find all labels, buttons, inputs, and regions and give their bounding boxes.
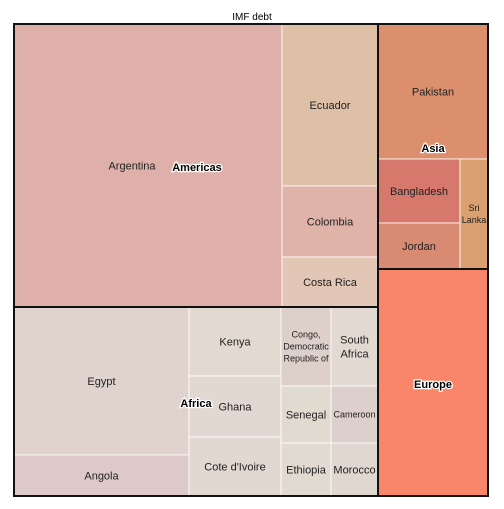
- group-labels-layer: Americas Asia Africa Europe: [171, 142, 453, 412]
- tile-egypt: [13, 306, 190, 456]
- tile-label-morocco: Morocco: [333, 464, 375, 476]
- group-label-europe: Europe: [414, 379, 452, 391]
- group-borders-layer: [13, 23, 489, 497]
- tile-cameroon: [330, 385, 379, 444]
- tile-argentina: [13, 23, 283, 308]
- tile-label-jordan: Jordan: [402, 241, 436, 253]
- tile-label-sri-lanka: Sri Lanka: [462, 203, 487, 225]
- tile-label-south-africa: South Africa: [340, 334, 369, 360]
- tile-label-egypt: Egypt: [87, 376, 115, 388]
- tile-label-cote-d-ivoire: Cote d'Ivoire: [204, 461, 265, 473]
- tile-label-bangladesh: Bangladesh: [390, 186, 448, 198]
- tile-cote-d-ivoire: [188, 436, 282, 497]
- tiles-layer: Argentina Ecuador Colombia Costa Rica Pakist…: [13, 23, 489, 497]
- tile-label-pakistan: Pakistan: [412, 86, 454, 98]
- tile-label-ethiopia: Ethiopia: [286, 464, 327, 476]
- tile-label-senegal: Senegal: [286, 409, 326, 421]
- tile-pakistan: [377, 23, 489, 160]
- group-label-americas: Americas: [172, 162, 222, 174]
- tile-colombia: [281, 185, 379, 258]
- tile-bangladesh: [377, 158, 461, 224]
- chart-title: IMF debt: [232, 12, 272, 23]
- tile-label-congo-democratic-republic-of: Congo, Democratic Republic of: [283, 330, 329, 364]
- tile-ecuador: [281, 23, 379, 187]
- tile-ethiopia: [280, 442, 332, 497]
- tile-ghana: [188, 375, 282, 438]
- group-border-europe: [377, 268, 489, 497]
- tile-label-costa-rica: Costa Rica: [303, 277, 358, 289]
- tile-south-africa: [330, 306, 379, 387]
- tile-kenya: [188, 306, 282, 377]
- tile-label-cameroon: Cameroon: [333, 410, 375, 420]
- tile-label-angola: Angola: [84, 470, 119, 482]
- tile-label-ecuador: Ecuador: [310, 100, 351, 112]
- tile-sri-lanka: [459, 158, 489, 270]
- tile-label-colombia: Colombia: [307, 216, 354, 228]
- tile-costa-rica: [281, 256, 379, 308]
- group-label-asia: Asia: [421, 143, 445, 155]
- tile-label-kenya: Kenya: [219, 336, 251, 348]
- group-label-africa: Africa: [180, 398, 212, 410]
- tile-label-ghana: Ghana: [218, 401, 252, 413]
- tile-label-argentina: Argentina: [108, 160, 156, 172]
- tile-europe: [377, 268, 489, 497]
- tile-morocco: [330, 442, 379, 497]
